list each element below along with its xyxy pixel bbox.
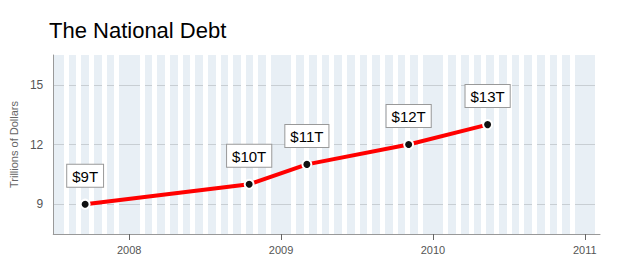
svg-text:$12T: $12T <box>392 108 426 125</box>
svg-text:2011: 2011 <box>573 244 597 256</box>
svg-text:$9T: $9T <box>72 168 98 185</box>
svg-text:The National Debt: The National Debt <box>49 18 226 43</box>
svg-text:Trillions of Dollars: Trillions of Dollars <box>8 101 20 189</box>
svg-text:9: 9 <box>37 197 44 211</box>
svg-text:$11T: $11T <box>290 128 323 145</box>
svg-text:$10T: $10T <box>232 148 266 165</box>
svg-text:2008: 2008 <box>117 244 141 256</box>
svg-text:2009: 2009 <box>269 244 293 256</box>
svg-text:15: 15 <box>30 78 44 92</box>
svg-text:12: 12 <box>30 138 44 152</box>
svg-text:$13T: $13T <box>471 88 505 105</box>
svg-text:2010: 2010 <box>421 244 445 256</box>
